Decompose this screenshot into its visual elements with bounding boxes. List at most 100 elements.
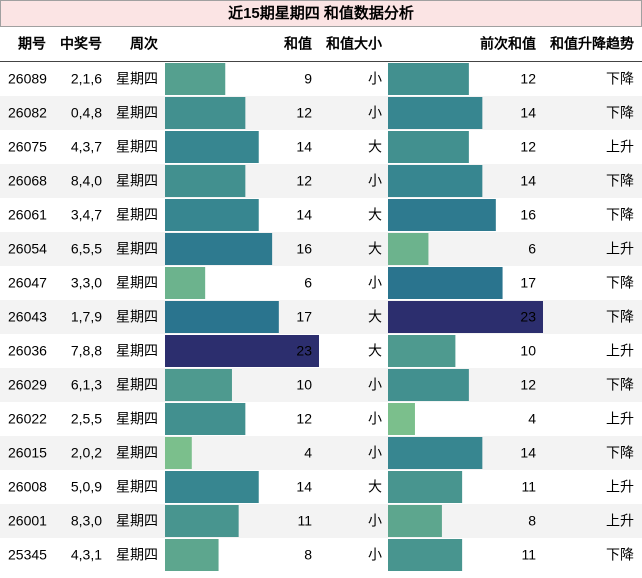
cell-text: 星期四 <box>116 309 158 325</box>
cell-text: 0,4,8 <box>71 105 102 121</box>
cell-text: 17 <box>296 309 312 325</box>
data-bar <box>165 539 219 571</box>
row-stripe <box>0 504 642 538</box>
cell-text: 星期四 <box>116 445 158 461</box>
data-bar <box>388 403 415 435</box>
data-bar <box>165 505 239 537</box>
title-bar <box>0 0 642 27</box>
cell-text: 5,0,9 <box>71 479 102 495</box>
cell-text: 星期四 <box>116 547 158 563</box>
cell-text: 星期四 <box>116 343 158 359</box>
row-stripe <box>0 436 642 470</box>
column-header: 中奖号 <box>60 36 102 52</box>
cell-text: 10 <box>296 377 312 393</box>
data-bar <box>388 165 483 197</box>
column-header: 和值大小 <box>326 36 382 52</box>
cell-text: 26043 <box>8 309 47 325</box>
cell-text: 12 <box>296 411 312 427</box>
cell-text: 1,7,9 <box>71 309 102 325</box>
cell-text: 26061 <box>8 207 47 223</box>
cell-text: 7,8,8 <box>71 343 102 359</box>
cell-text: 大 <box>368 241 382 257</box>
cell-text: 星期四 <box>116 479 158 495</box>
cell-text: 下降 <box>606 71 634 87</box>
data-bar <box>388 437 483 469</box>
cell-text: 8,3,0 <box>71 513 102 529</box>
cell-text: 3,4,7 <box>71 207 102 223</box>
data-bar <box>388 301 543 333</box>
cell-text: 2,0,2 <box>71 445 102 461</box>
data-bar <box>165 403 246 435</box>
data-bar <box>165 301 279 333</box>
data-bar <box>165 63 226 95</box>
cell-text: 3,3,0 <box>71 275 102 291</box>
cell-text: 星期四 <box>116 71 158 87</box>
cell-text: 26054 <box>8 241 47 257</box>
column-header: 和值升降趋势 <box>550 36 634 52</box>
cell-text: 12 <box>520 377 536 393</box>
row-stripe <box>0 96 642 130</box>
cell-text: 小 <box>368 513 382 529</box>
cell-text: 上升 <box>606 513 634 529</box>
cell-text: 14 <box>520 173 536 189</box>
cell-text: 26036 <box>8 343 47 359</box>
cell-text: 6,1,3 <box>71 377 102 393</box>
cell-text: 23 <box>520 309 536 325</box>
cell-text: 6 <box>528 241 536 257</box>
cell-text: 大 <box>368 139 382 155</box>
cell-text: 8 <box>528 513 536 529</box>
cell-text: 下降 <box>606 207 634 223</box>
cell-text: 小 <box>368 411 382 427</box>
data-bar <box>165 471 259 503</box>
data-bar <box>388 505 442 537</box>
cell-text: 10 <box>520 343 536 359</box>
data-bar <box>388 233 429 265</box>
cell-text: 9 <box>304 71 312 87</box>
cell-text: 26008 <box>8 479 47 495</box>
cell-text: 8 <box>304 547 312 563</box>
column-header: 和值 <box>284 36 312 52</box>
cell-text: 16 <box>296 241 312 257</box>
cell-text: 小 <box>368 71 382 87</box>
data-bar <box>165 437 192 469</box>
cell-text: 星期四 <box>116 207 158 223</box>
cell-text: 下降 <box>606 445 634 461</box>
cell-text: 6 <box>304 275 312 291</box>
cell-text: 23 <box>296 343 312 359</box>
cell-text: 14 <box>296 479 312 495</box>
row-stripe <box>0 232 642 266</box>
cell-text: 26089 <box>8 71 47 87</box>
cell-text: 4 <box>528 411 536 427</box>
cell-text: 12 <box>520 71 536 87</box>
cell-text: 2,5,5 <box>71 411 102 427</box>
cell-text: 下降 <box>606 275 634 291</box>
data-bar <box>165 233 273 265</box>
cell-text: 14 <box>520 445 536 461</box>
data-bar <box>165 97 246 129</box>
cell-text: 上升 <box>606 241 634 257</box>
cell-text: 星期四 <box>116 513 158 529</box>
cell-text: 11 <box>297 513 312 529</box>
cell-text: 大 <box>368 309 382 325</box>
data-bar <box>165 267 206 299</box>
data-bar <box>388 335 456 367</box>
data-bar <box>165 369 232 401</box>
cell-text: 星期四 <box>116 241 158 257</box>
data-bar <box>388 131 469 163</box>
cell-text: 2,1,6 <box>71 71 102 87</box>
cell-text: 下降 <box>606 173 634 189</box>
data-bar <box>388 471 463 503</box>
cell-text: 12 <box>296 173 312 189</box>
cell-text: 星期四 <box>116 377 158 393</box>
cell-text: 25345 <box>8 547 47 563</box>
data-bar <box>388 369 469 401</box>
cell-text: 26029 <box>8 377 47 393</box>
cell-text: 6,5,5 <box>71 241 102 257</box>
cell-text: 大 <box>368 479 382 495</box>
cell-text: 26047 <box>8 275 47 291</box>
cell-text: 12 <box>520 139 536 155</box>
cell-text: 4,3,1 <box>71 547 102 563</box>
data-bar <box>388 199 496 231</box>
row-stripe <box>0 368 642 402</box>
cell-text: 8,4,0 <box>71 173 102 189</box>
